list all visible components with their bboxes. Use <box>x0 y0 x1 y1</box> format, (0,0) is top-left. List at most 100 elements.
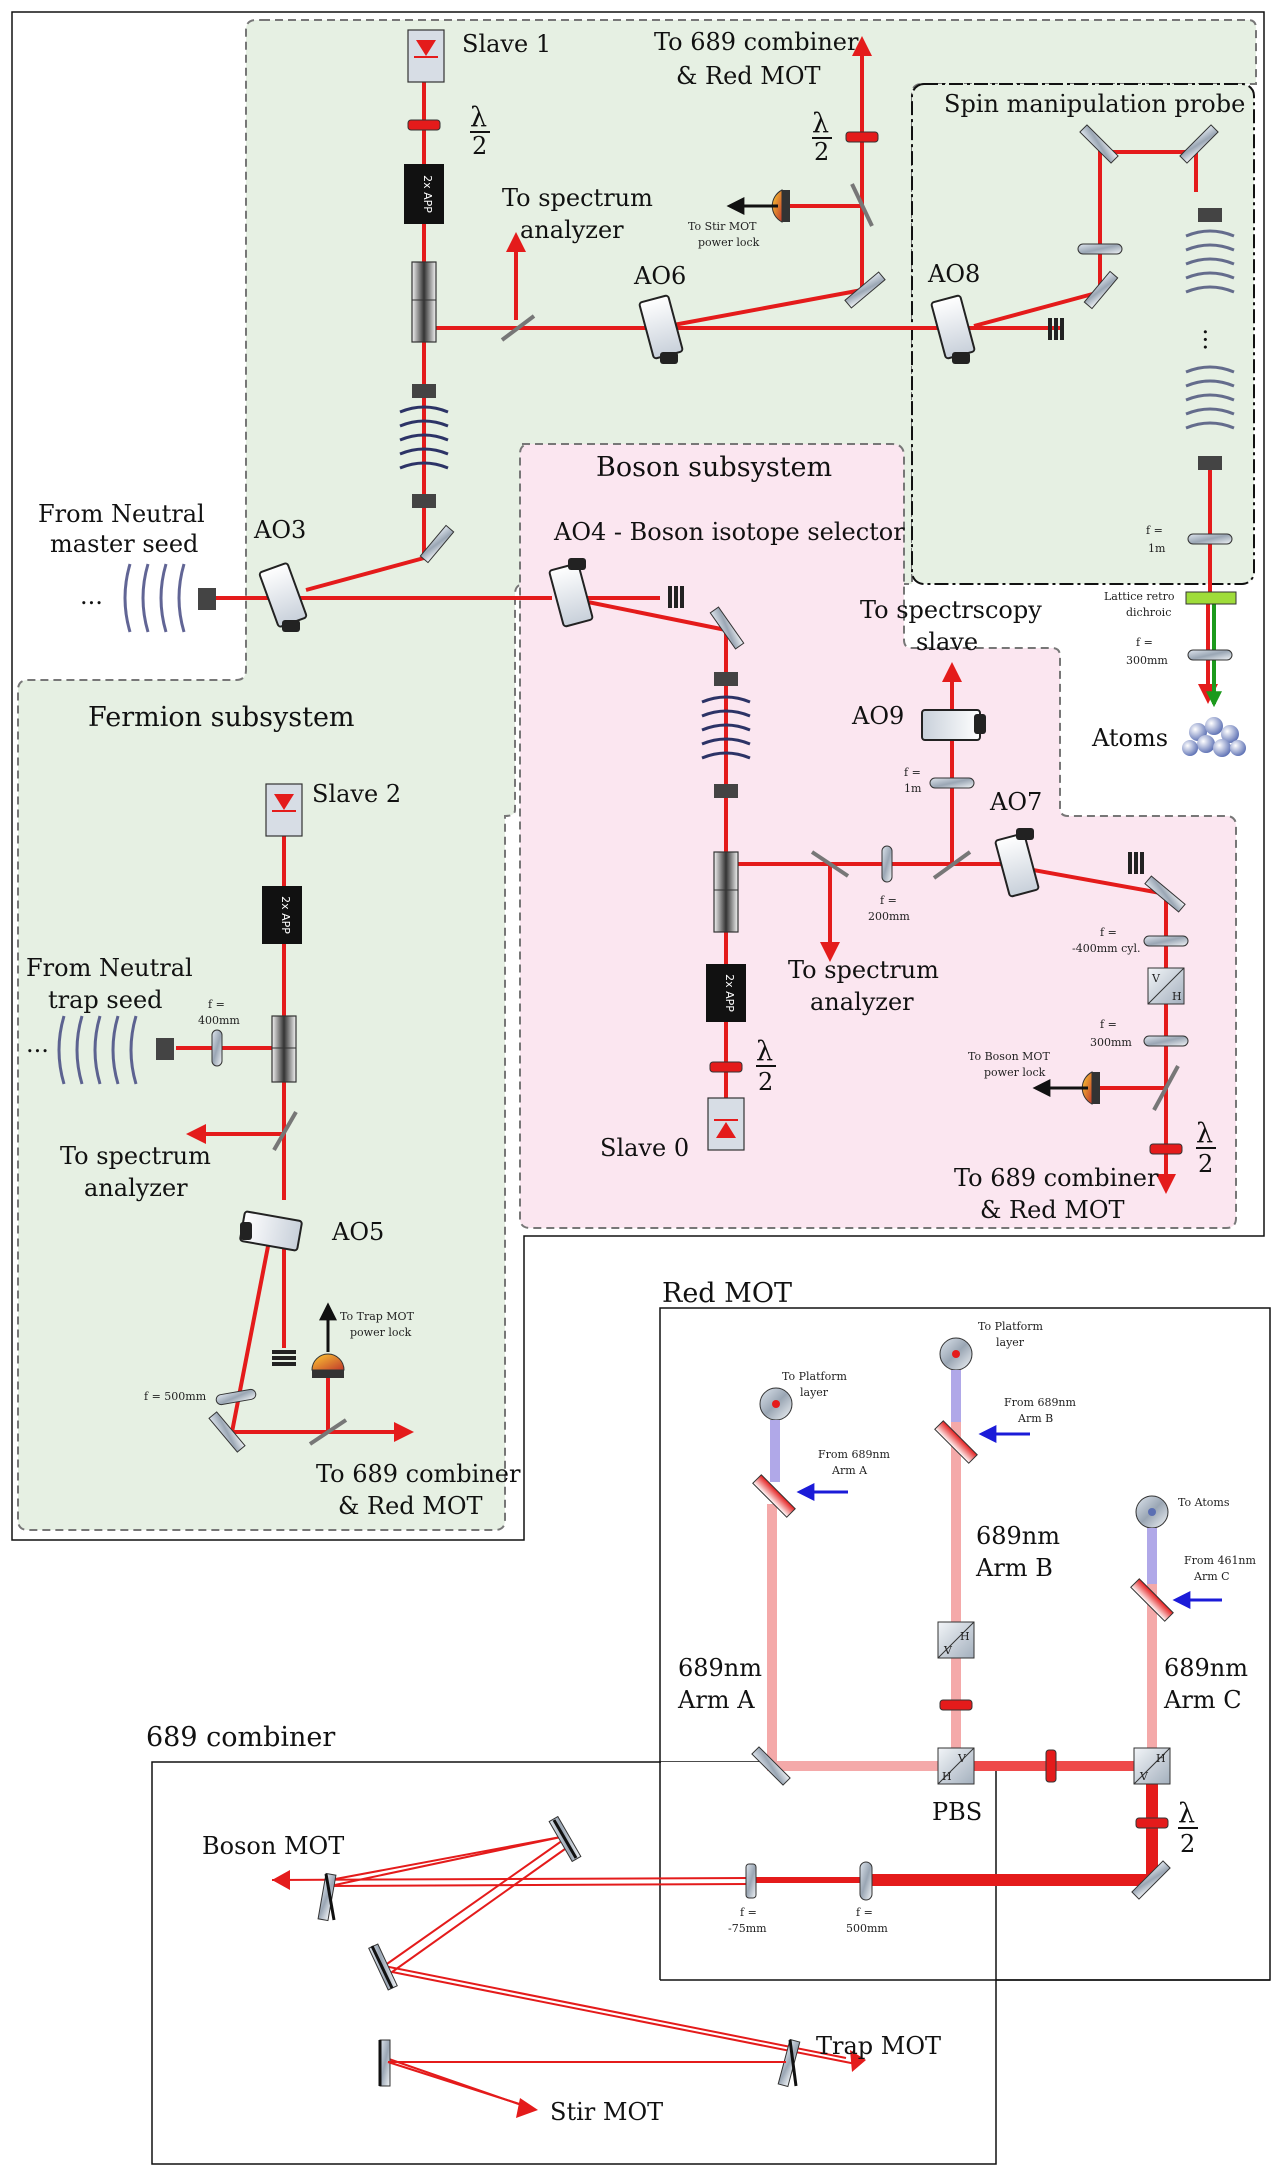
boson-region <box>519 443 1237 1229</box>
stir-lock-b: power lock <box>698 236 760 249</box>
lens-neg75 <box>745 1863 757 1899</box>
half-wave-plate-arm-c <box>1135 1817 1169 1829</box>
to689-mid-b: & Red MOT <box>980 1196 1125 1224</box>
comb-mirror-2 <box>317 1872 337 1922</box>
beam-dump-ao4 <box>668 586 684 608</box>
app-block-boson: 2x APP <box>706 964 746 1022</box>
red-mot-cover <box>661 1762 995 1979</box>
app-label-2: 2x APP <box>279 896 292 934</box>
boson-lock-b: power lock <box>984 1066 1046 1079</box>
beam-trap-split-b <box>389 1843 857 2065</box>
trap-ellipsis: ... <box>26 1030 49 1058</box>
dichroic-arm-b <box>934 1420 978 1464</box>
f400-b: 400mm <box>198 1014 240 1027</box>
ao4-label: AO4 - Boson isotope selector <box>553 518 905 546</box>
to689-top-a: To 689 combiner <box>654 28 859 56</box>
from-arm-a-a: From 689nm <box>818 1448 891 1461</box>
beam-ao3-up <box>305 556 425 592</box>
pbs-boson-v: V <box>1151 972 1161 985</box>
two-arm-c: 2 <box>1180 1830 1195 1858</box>
boson-title: Boson subsystem <box>596 452 832 483</box>
lambda-boson-out: λ <box>1196 1118 1213 1149</box>
half-wave-plate-arm-b <box>939 1699 973 1711</box>
pbs-label: PBS <box>932 1798 982 1826</box>
slave0-label: Slave 0 <box>600 1134 689 1162</box>
combiner-title: 689 combiner <box>146 1722 335 1753</box>
two-stir: 2 <box>814 138 829 166</box>
pbs-main: V H <box>937 1747 975 1785</box>
slave2-laser <box>265 783 303 837</box>
app-block-2: 2x APP <box>262 886 302 944</box>
ao6-modulator <box>638 294 684 364</box>
spin-fiber-ellipsis: ... <box>1198 328 1226 351</box>
pickoff-spec-top <box>500 314 536 342</box>
pickoff-stir <box>850 183 874 227</box>
spec-mid-a: To spectrum <box>788 956 939 984</box>
arm-c-stripe <box>1147 1528 1157 1584</box>
platform-port-b <box>939 1337 973 1371</box>
arm-b-a: 689nm <box>976 1522 1060 1550</box>
beam-boson-mot-b <box>329 1835 751 1887</box>
dichroic-arm-c <box>1130 1578 1174 1622</box>
pbs-arm-c-v: V <box>1139 1770 1149 1783</box>
stir-lock-a: To Stir MOT <box>688 220 757 233</box>
lens-f500-comb <box>859 1861 873 1901</box>
master-seed-fiber <box>123 563 216 633</box>
plat-b-a: To Platform <box>978 1320 1043 1333</box>
ao7-label: AO7 <box>989 788 1042 816</box>
from-arm-b-a: From 689nm <box>1004 1396 1077 1409</box>
mirror-ao6 <box>844 271 886 309</box>
ao9-label: AO9 <box>851 702 904 730</box>
f400cyl-a: f = <box>1100 926 1117 939</box>
ao5-label: AO5 <box>331 1218 384 1246</box>
beam-boson-diag <box>577 598 727 632</box>
spin-lens-1 <box>1077 243 1123 255</box>
half-wave-plate-boson <box>709 1061 743 1073</box>
mirror-ao3 <box>419 524 455 564</box>
spin-fiber: ... <box>1185 208 1235 470</box>
ao7-modulator <box>994 828 1040 898</box>
arm-c-b: Arm C <box>1163 1686 1242 1714</box>
f-neg75-b: -75mm <box>728 1922 767 1935</box>
to-atoms-label: To Atoms <box>1178 1496 1230 1509</box>
pbs-arm-b-v: V <box>943 1644 953 1657</box>
master-ellipsis: ... <box>80 582 103 610</box>
half-wave-plate-boson-out <box>1149 1143 1183 1155</box>
f300-a: f = <box>1100 1018 1117 1031</box>
arm-a-a: 689nm <box>678 1654 762 1682</box>
lambda-boson: λ <box>756 1036 773 1067</box>
from-arm-c-a: From 461nm <box>1184 1554 1257 1567</box>
app-label-1: 2x APP <box>421 175 434 213</box>
spin-f1m-a: f = <box>1146 524 1163 537</box>
boson-mot-arrowhead <box>272 1870 290 1890</box>
two-boson-out: 2 <box>1198 1150 1213 1178</box>
two-1: 2 <box>472 132 487 160</box>
app-block-1: 2x APP <box>404 164 444 224</box>
beam-boson-mot <box>271 1877 751 1881</box>
ao3-modulator <box>258 562 308 632</box>
pbs-boson-h: H <box>1172 990 1182 1003</box>
atoms-label: Atoms <box>1091 724 1168 752</box>
boson-mot-label: Boson MOT <box>202 1832 344 1860</box>
pbs-arm-c: H V <box>1133 1747 1171 1785</box>
spec-top-b: analyzer <box>520 216 624 244</box>
half-wave-plate-stir <box>845 131 879 143</box>
spin-mirror-3 <box>1179 124 1219 164</box>
f300-b: 300mm <box>1090 1036 1132 1049</box>
ao5-modulator <box>239 1210 303 1252</box>
trap-mot-arrowhead <box>850 2050 866 2072</box>
pbs-arm-b-h: H <box>960 1630 970 1643</box>
trap-label-a: From Neutral <box>26 954 193 982</box>
mirror-ao5 <box>208 1411 246 1453</box>
lambda-stir: λ <box>812 108 829 139</box>
main-table-frame <box>11 11 1265 1541</box>
to689-top-b: & Red MOT <box>676 62 821 90</box>
beam-boson-right <box>726 862 1167 896</box>
two-boson: 2 <box>758 1068 773 1096</box>
spin-f1m-b: 1m <box>1148 542 1166 555</box>
f400-a: f = <box>208 998 225 1011</box>
pbs-main-v: V <box>957 1752 967 1765</box>
f500-label: f = 500mm <box>144 1390 207 1403</box>
fermion-region <box>17 19 1257 1531</box>
ao6-label: AO6 <box>633 262 686 290</box>
